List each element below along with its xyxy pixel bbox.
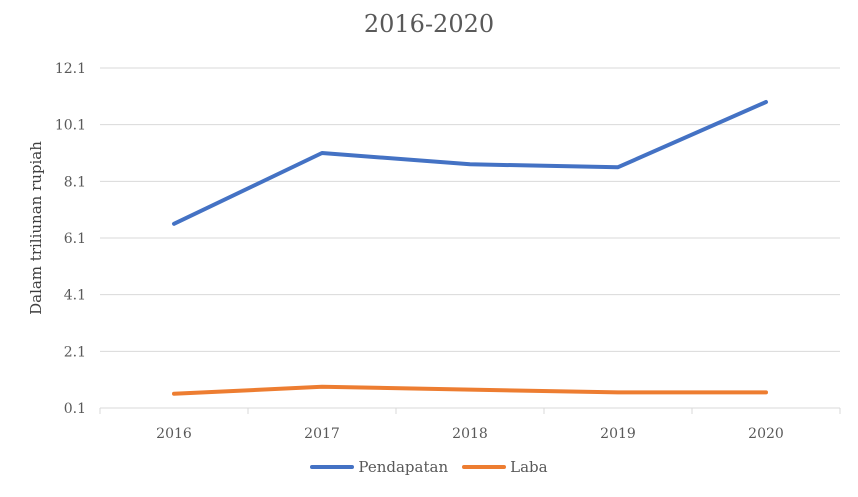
y-axis-title: Dalam triliunan rupiah [27, 141, 45, 315]
legend-item-laba: Laba [462, 458, 548, 476]
legend-item-pendapatan: Pendapatan [310, 458, 448, 476]
x-tick-label: 2018 [452, 426, 488, 442]
y-tick-label: 2.1 [64, 344, 86, 360]
y-tick-label: 0.1 [64, 401, 86, 417]
y-tick-label: 10.1 [55, 118, 86, 134]
x-tick-label: 2017 [304, 426, 340, 442]
chart-title: 2016-2020 [363, 10, 495, 38]
y-tick-label: 8.1 [64, 174, 86, 190]
x-tick-label: 2019 [600, 426, 636, 442]
legend-label: Pendapatan [358, 458, 449, 476]
series-line-laba [172, 384, 768, 396]
legend-swatch [310, 465, 355, 469]
x-tick-label: 2020 [748, 426, 784, 442]
chart-legend: Pendapatan Laba [0, 458, 858, 476]
x-tick-label: 2016 [156, 426, 192, 442]
legend-label: Laba [510, 458, 548, 476]
legend-swatch [462, 465, 507, 469]
series-line-pendapatan [172, 100, 768, 226]
y-tick-label: 12.1 [55, 61, 86, 77]
y-tick-label: 4.1 [64, 288, 86, 304]
y-tick-label: 6.1 [64, 231, 86, 247]
